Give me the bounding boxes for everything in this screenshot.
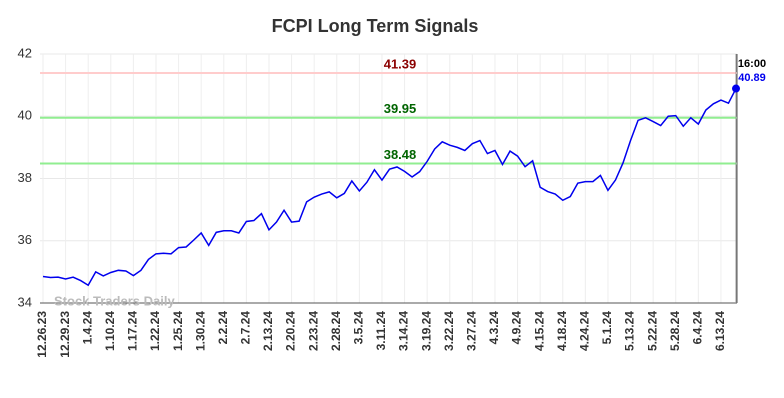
y-tick-label: 38	[18, 170, 32, 185]
last-time: 16:00	[738, 58, 766, 70]
x-tick-label: 3.19.24	[419, 311, 433, 351]
x-tick-label: 5.13.24	[623, 311, 637, 351]
x-tick-label: 5.28.24	[668, 311, 682, 351]
x-tick-label: 3.14.24	[397, 311, 411, 351]
x-tick-label: 3.27.24	[465, 311, 479, 351]
x-tick-label: 4.9.24	[510, 311, 524, 345]
x-tick-label: 12.26.23	[35, 311, 49, 358]
x-tick-label: 4.3.24	[487, 311, 501, 345]
watermark: Stock Traders Daily	[54, 293, 175, 308]
x-tick-label: 2.13.24	[261, 311, 275, 351]
signal-label: 41.39	[384, 56, 417, 71]
signal-label: 38.48	[384, 147, 417, 162]
x-tick-label: 2.20.24	[284, 311, 298, 351]
y-tick-label: 34	[18, 294, 32, 309]
x-tick-label: 1.4.24	[80, 311, 94, 345]
price-line	[42, 88, 737, 287]
x-tick-label: 1.10.24	[103, 311, 117, 351]
x-tick-label: 3.22.24	[442, 311, 456, 351]
x-tick-label: 4.15.24	[532, 311, 546, 351]
x-tick-label: 1.17.24	[126, 311, 140, 351]
x-tick-label: 1.22.24	[148, 311, 162, 351]
x-tick-label: 3.11.24	[374, 311, 388, 351]
y-tick-label: 36	[18, 232, 32, 247]
signal-label: 39.95	[384, 101, 417, 116]
x-tick-label: 1.25.24	[171, 311, 185, 351]
y-tick-label: 42	[18, 45, 32, 60]
x-tick-label: 5.22.24	[645, 311, 659, 351]
x-tick-label: 2.7.24	[239, 311, 253, 345]
x-tick-label: 2.28.24	[329, 311, 343, 351]
chart-title: FCPI Long Term Signals	[272, 16, 479, 36]
y-tick-label: 40	[18, 108, 32, 123]
x-tick-label: 2.23.24	[306, 311, 320, 351]
x-tick-label: 1.30.24	[193, 311, 207, 351]
x-tick-label: 12.29.23	[58, 311, 72, 358]
last-point	[732, 84, 740, 93]
x-tick-label: 6.13.24	[713, 311, 727, 351]
x-tick-label: 4.18.24	[555, 311, 569, 351]
last-value: 40.89	[738, 72, 766, 84]
x-tick-label: 2.2.24	[216, 311, 230, 345]
x-tick-label: 6.4.24	[691, 311, 705, 345]
x-tick-label: 4.24.24	[578, 311, 592, 351]
x-tick-label: 5.1.24	[600, 311, 614, 345]
x-tick-label: 3.5.24	[352, 311, 366, 345]
